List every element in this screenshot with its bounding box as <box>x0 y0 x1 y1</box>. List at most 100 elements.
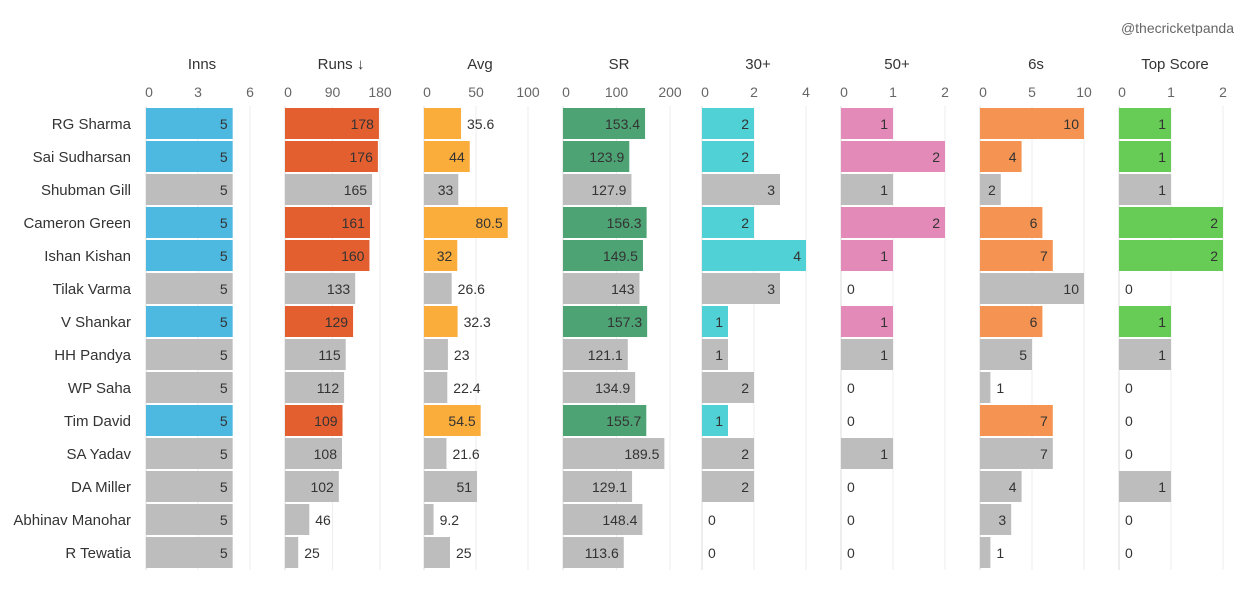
bar-sr-ishan-kishan <box>563 240 643 271</box>
bar-inns-tilak-varma <box>146 273 233 304</box>
tick-label-30-0: 0 <box>701 84 709 100</box>
bar-inns-r-tewatia <box>146 537 233 568</box>
value-label-30-hh-pandya: 1 <box>715 347 723 363</box>
value-label-top-score-hh-pandya: 1 <box>1158 347 1166 363</box>
tick-label-inns-2: 6 <box>246 84 254 100</box>
player-name-da-miller: DA Miller <box>71 479 131 496</box>
value-label-sr-tilak-varma: 143 <box>611 281 635 297</box>
value-label-6s-sa-yadav: 7 <box>1040 446 1048 462</box>
value-label-inns-wp-saha: 5 <box>220 380 228 396</box>
value-label-sr-cameron-green: 156.3 <box>607 215 642 231</box>
bar-avg-da-miller <box>424 471 478 502</box>
bar-6s-v-shankar <box>980 306 1043 337</box>
value-label-6s-v-shankar: 6 <box>1030 314 1038 330</box>
value-label-50-da-miller: 0 <box>847 479 855 495</box>
bar-runs-abhinav-manohar <box>285 504 310 535</box>
value-label-top-score-wp-saha: 0 <box>1125 380 1133 396</box>
value-label-avg-sai-sudharsan: 44 <box>449 149 465 165</box>
bar-top-score-cameron-green <box>1119 207 1223 238</box>
bar-30-tilak-varma <box>702 273 780 304</box>
value-label-30-rg-sharma: 2 <box>741 116 749 132</box>
value-label-50-tim-david: 0 <box>847 413 855 429</box>
player-name-hh-pandya: HH Pandya <box>54 347 131 364</box>
bar-sr-wp-saha <box>563 372 636 403</box>
value-label-30-tilak-varma: 3 <box>767 281 775 297</box>
bar-30-hh-pandya <box>702 339 728 370</box>
bar-6s-ishan-kishan <box>980 240 1053 271</box>
bar-sr-v-shankar <box>563 306 648 337</box>
value-label-6s-hh-pandya: 5 <box>1019 347 1027 363</box>
bar-runs-wp-saha <box>285 372 345 403</box>
value-label-50-shubman-gill: 1 <box>880 182 888 198</box>
player-name-sa-yadav: SA Yadav <box>67 446 132 463</box>
bar-50-ishan-kishan <box>841 240 893 271</box>
bar-avg-wp-saha <box>424 372 448 403</box>
value-label-50-rg-sharma: 1 <box>880 116 888 132</box>
value-label-inns-sa-yadav: 5 <box>220 446 228 462</box>
bar-avg-ishan-kishan <box>424 240 458 271</box>
value-label-top-score-abhinav-manohar: 0 <box>1125 512 1133 528</box>
bar-50-sa-yadav <box>841 438 893 469</box>
bar-avg-rg-sharma <box>424 108 462 139</box>
value-label-30-r-tewatia: 0 <box>708 545 716 561</box>
tick-label-inns-1: 3 <box>194 84 202 100</box>
bar-avg-abhinav-manohar <box>424 504 434 535</box>
bar-avg-v-shankar <box>424 306 458 337</box>
bar-sr-sai-sudharsan <box>563 141 630 172</box>
bar-runs-rg-sharma <box>285 108 379 139</box>
bar-6s-sai-sudharsan <box>980 141 1022 172</box>
value-label-6s-tilak-varma: 10 <box>1063 281 1079 297</box>
value-label-top-score-da-miller: 1 <box>1158 479 1166 495</box>
value-label-30-tim-david: 1 <box>715 413 723 429</box>
tick-label-6s-0: 0 <box>979 84 987 100</box>
value-label-runs-sa-yadav: 108 <box>314 446 338 462</box>
value-label-avg-rg-sharma: 35.6 <box>467 116 494 132</box>
tick-label-avg-2: 100 <box>516 84 540 100</box>
value-label-inns-tilak-varma: 5 <box>220 281 228 297</box>
value-label-6s-abhinav-manohar: 3 <box>998 512 1006 528</box>
bar-30-ishan-kishan <box>702 240 806 271</box>
tick-label-50-1: 1 <box>889 84 897 100</box>
bar-30-tim-david <box>702 405 728 436</box>
value-label-sr-ishan-kishan: 149.5 <box>603 248 638 264</box>
tick-label-inns-0: 0 <box>145 84 153 100</box>
value-label-runs-tim-david: 109 <box>314 413 338 429</box>
bar-inns-sai-sudharsan <box>146 141 233 172</box>
column-title-top-score: Top Score <box>1141 56 1209 73</box>
bar-6s-shubman-gill <box>980 174 1001 205</box>
bar-avg-tilak-varma <box>424 273 452 304</box>
value-label-inns-rg-sharma: 5 <box>220 116 228 132</box>
value-label-avg-hh-pandya: 23 <box>454 347 470 363</box>
value-label-top-score-sai-sudharsan: 1 <box>1158 149 1166 165</box>
value-label-sr-wp-saha: 134.9 <box>595 380 630 396</box>
bar-sr-shubman-gill <box>563 174 632 205</box>
value-label-top-score-ishan-kishan: 2 <box>1210 248 1218 264</box>
value-label-inns-tim-david: 5 <box>220 413 228 429</box>
value-label-runs-r-tewatia: 25 <box>304 545 320 561</box>
value-label-50-tilak-varma: 0 <box>847 281 855 297</box>
value-label-runs-da-miller: 102 <box>310 479 334 495</box>
value-label-30-sa-yadav: 2 <box>741 446 749 462</box>
value-label-inns-shubman-gill: 5 <box>220 182 228 198</box>
value-label-inns-sai-sudharsan: 5 <box>220 149 228 165</box>
value-label-avg-da-miller: 51 <box>456 479 472 495</box>
bar-6s-da-miller <box>980 471 1022 502</box>
value-label-sr-abhinav-manohar: 148.4 <box>602 512 637 528</box>
value-label-top-score-tim-david: 0 <box>1125 413 1133 429</box>
value-label-top-score-rg-sharma: 1 <box>1158 116 1166 132</box>
value-label-50-v-shankar: 1 <box>880 314 888 330</box>
value-label-top-score-r-tewatia: 0 <box>1125 545 1133 561</box>
value-label-50-wp-saha: 0 <box>847 380 855 396</box>
tick-label-runs-2: 180 <box>368 84 392 100</box>
bar-6s-tim-david <box>980 405 1053 436</box>
tick-label-30-2: 4 <box>802 84 810 100</box>
value-label-avg-r-tewatia: 25 <box>456 545 472 561</box>
bar-runs-da-miller <box>285 471 339 502</box>
bar-runs-hh-pandya <box>285 339 346 370</box>
bar-6s-abhinav-manohar <box>980 504 1012 535</box>
player-name-rg-sharma: RG Sharma <box>52 116 132 133</box>
value-label-inns-r-tewatia: 5 <box>220 545 228 561</box>
bar-inns-ishan-kishan <box>146 240 233 271</box>
value-label-avg-v-shankar: 32.3 <box>464 314 491 330</box>
value-label-sr-sai-sudharsan: 123.9 <box>589 149 624 165</box>
